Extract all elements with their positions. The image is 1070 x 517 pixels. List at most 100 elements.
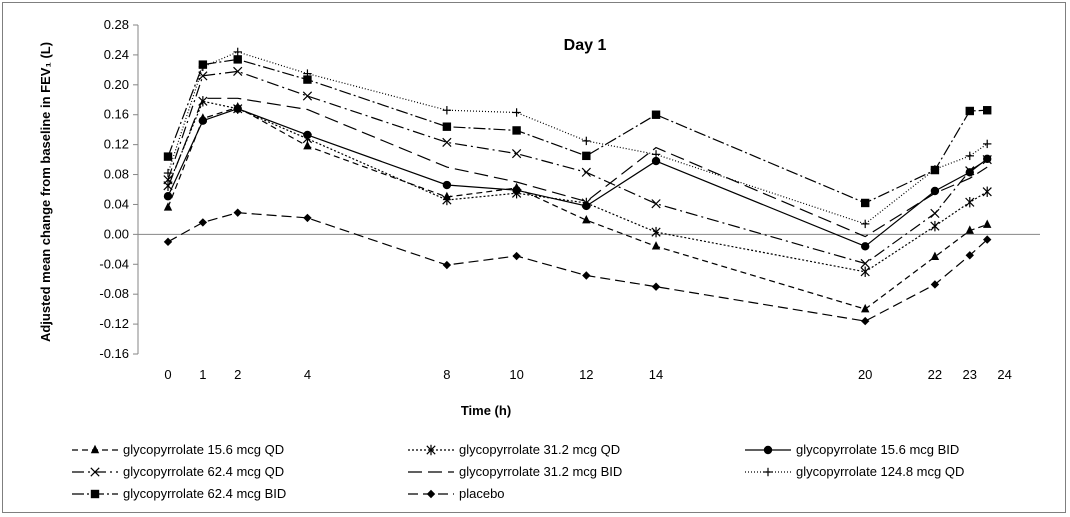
x-tick-label: 24 (997, 367, 1011, 382)
y-tick-label: 0.20 (104, 77, 129, 92)
data-point (303, 140, 312, 150)
data-point (163, 237, 173, 247)
y-tick-label: -0.16 (99, 346, 129, 361)
data-point (582, 214, 591, 224)
series-line-6 (167, 51, 988, 225)
data-point (983, 219, 992, 228)
y-tick-label: 0.12 (104, 137, 129, 152)
legend-marker (90, 489, 100, 499)
x-axis-title: Time (h) (461, 403, 511, 418)
legend-label: placebo (459, 486, 505, 501)
data-point (582, 271, 591, 280)
legend-label: glycopyrrolate 31.2 mcg BID (459, 464, 622, 479)
legend-item: placebo (408, 486, 505, 501)
data-point (861, 242, 870, 251)
data-point (581, 167, 591, 177)
data-point (302, 91, 313, 101)
data-point (442, 260, 452, 270)
legend-label: glycopyrrolate 124.8 mcg QD (796, 464, 964, 479)
data-point (233, 47, 242, 57)
data-point (511, 148, 522, 159)
data-point (861, 219, 870, 229)
x-tick-label: 2 (234, 367, 241, 382)
y-tick-label: -0.12 (99, 316, 129, 331)
series-line-4 (167, 70, 988, 265)
legend-item: glycopyrrolate 124.8 mcg QD (745, 464, 964, 479)
data-point (303, 130, 312, 140)
data-point (442, 180, 452, 190)
data-point (651, 156, 661, 166)
x-tick-label: 4 (304, 367, 311, 382)
data-point (861, 198, 870, 208)
x-tick-label: 1 (199, 367, 206, 382)
data-point (965, 168, 974, 177)
data-point (965, 225, 974, 234)
data-point (860, 258, 870, 269)
y-tick-label: -0.04 (99, 256, 129, 271)
x-tick-label: 14 (649, 367, 663, 382)
data-point (965, 151, 974, 161)
data-point (983, 139, 992, 149)
data-point (512, 108, 521, 117)
y-tick-label: 0.04 (104, 196, 129, 211)
x-tick-label: 12 (579, 367, 593, 382)
series-line-3 (167, 108, 988, 247)
legend: glycopyrrolate 15.6 mcg QD glycopyrrolate… (72, 442, 964, 501)
series-line-7 (167, 58, 988, 204)
data-point (582, 151, 591, 161)
data-point (303, 75, 312, 84)
data-point (233, 55, 242, 64)
legend-item: glycopyrrolate 31.2 mcg BID (408, 464, 622, 479)
data-point (582, 201, 591, 211)
y-axis-title: Adjusted mean change from baseline in FE… (38, 42, 53, 342)
data-point (233, 66, 243, 76)
plot-area: 0.28 0.24 0.20 0.16 0.12 0.08 0.04 0.00 -0.04 -0.… (99, 17, 1040, 382)
data-point (442, 137, 452, 148)
data-point (233, 208, 242, 217)
legend-item: glycopyrrolate 15.6 mcg QD (72, 442, 284, 457)
data-point (930, 186, 940, 196)
data-point (965, 166, 975, 176)
legend-label: glycopyrrolate 62.4 mcg QD (123, 464, 284, 479)
data-point (512, 186, 521, 195)
data-point (651, 150, 661, 159)
legend-marker (90, 467, 100, 477)
data-point (861, 303, 870, 313)
data-point (512, 126, 521, 135)
y-tick-label: 0.16 (104, 107, 129, 122)
data-point (442, 194, 452, 206)
legend-item: glycopyrrolate 62.4 mcg BID (72, 486, 286, 501)
x-tick-label: 22 (928, 367, 942, 382)
data-point (930, 165, 940, 175)
legend-marker (763, 467, 773, 477)
data-point (582, 136, 591, 146)
data-point (983, 106, 992, 115)
x-tick-label: 23 (963, 367, 977, 382)
data-point (982, 186, 992, 197)
y-tick-label: 0.00 (104, 226, 129, 241)
chart-title: Day 1 (564, 37, 607, 54)
legend-item: glycopyrrolate 15.6 mcg BID (745, 442, 959, 457)
data-point (651, 241, 661, 250)
data-point (930, 208, 940, 219)
y-tick-label: 0.08 (104, 167, 129, 182)
legend-marker (426, 444, 436, 456)
data-point (512, 251, 521, 261)
data-point (163, 175, 173, 185)
data-point (233, 104, 242, 113)
data-point (651, 226, 661, 238)
data-point (198, 116, 208, 125)
y-tick-label: 0.24 (104, 47, 129, 62)
legend-label: glycopyrrolate 31.2 mcg QD (459, 442, 620, 457)
series-line-8 (167, 212, 988, 322)
legend-marker (426, 489, 436, 499)
data-point (303, 213, 312, 223)
legend-marker (90, 444, 100, 454)
data-point (163, 192, 173, 201)
legend-marker (763, 445, 773, 455)
data-point (860, 266, 870, 277)
data-point (651, 199, 661, 209)
data-point (930, 251, 940, 260)
